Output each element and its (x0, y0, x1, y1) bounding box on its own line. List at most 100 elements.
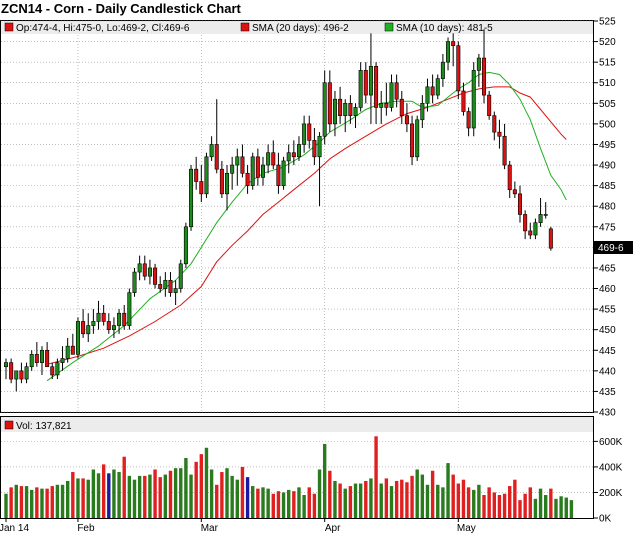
candle (81, 309, 86, 338)
volume-bar (487, 487, 491, 518)
candle-body (255, 156, 260, 178)
candle (9, 358, 14, 384)
price-tick-label: 485 (599, 181, 616, 192)
volume-bar (235, 479, 239, 518)
candle-body (132, 271, 137, 293)
candle (368, 33, 373, 124)
candle-body (492, 115, 497, 133)
price-tick-label: 510 (599, 78, 616, 89)
volume-bar (549, 488, 553, 518)
candle (374, 62, 379, 124)
volume-bar (71, 472, 75, 518)
candle-body (302, 123, 307, 145)
candle (255, 148, 260, 186)
candle (147, 259, 152, 285)
candle-body (245, 172, 250, 186)
candle-body (276, 164, 281, 186)
candle (379, 90, 384, 124)
volume-bar (45, 488, 49, 518)
candle-body (471, 70, 476, 129)
candle-body (9, 362, 14, 380)
volume-bar (55, 484, 60, 518)
candle-body (528, 230, 533, 236)
candle-body (343, 103, 348, 116)
x-tick-label: May (457, 523, 476, 534)
candle (296, 136, 301, 161)
volume-bar (240, 466, 245, 518)
price-tick-label: 430 (599, 408, 616, 419)
candle (245, 165, 250, 194)
volume-bar (466, 487, 471, 518)
candle (204, 152, 209, 198)
volume-bar (518, 500, 522, 518)
volume-bar (492, 492, 496, 518)
volume-bar (112, 469, 116, 518)
volume-bar (394, 480, 399, 518)
price-tick-label: 520 (599, 37, 616, 48)
candle (440, 53, 445, 87)
candle (322, 70, 327, 145)
volume-bar (245, 477, 250, 518)
candle (291, 140, 296, 166)
candle-body (266, 152, 271, 166)
candle (122, 304, 127, 330)
candle (507, 160, 512, 198)
candle-body (45, 349, 50, 368)
volume-bar (410, 475, 414, 518)
volume-bar (451, 474, 455, 518)
candle-body (19, 370, 24, 380)
legend-ohlc: Op:474-4, Hi:475-0, Lo:469-2, Cl:469-6 (16, 23, 190, 34)
candle (214, 99, 219, 174)
price-tick-label: 525 (599, 17, 616, 28)
volume-bar (302, 495, 306, 518)
volume-bar (307, 487, 311, 518)
candle-body (502, 135, 507, 166)
volume-bar (225, 468, 229, 518)
volume-bar (91, 469, 96, 518)
candle (178, 259, 183, 293)
price-tick-label: 475 (599, 222, 616, 233)
candle (415, 115, 420, 161)
candle-body (317, 135, 322, 158)
candle (225, 165, 230, 211)
candle (70, 333, 75, 355)
candle-body (322, 82, 327, 137)
candle (55, 358, 60, 380)
candle-body (117, 312, 122, 326)
volume-bar (328, 470, 332, 518)
candle (111, 317, 116, 338)
candle-body (111, 325, 116, 330)
volume-bar (384, 478, 389, 518)
volume-bar (374, 436, 378, 518)
legend-sma10-swatch (384, 22, 394, 32)
volume-tick-label: 600K (599, 437, 623, 448)
candle (50, 362, 55, 380)
volume-bar (420, 474, 425, 518)
volume-bar (461, 479, 466, 518)
candle (281, 156, 286, 190)
candle-body (312, 140, 317, 158)
candle-body (194, 168, 199, 182)
volume-bar (364, 480, 368, 518)
candle-body (461, 90, 466, 112)
candle (338, 86, 343, 124)
candle (461, 82, 466, 116)
volume-bar (148, 474, 152, 518)
volume-bar (50, 486, 54, 518)
candle (142, 255, 147, 281)
volume-bar (261, 487, 265, 518)
volume-bar (215, 484, 219, 518)
volume-bar (312, 493, 317, 518)
candle (60, 346, 65, 371)
volume-tick-label: 400K (599, 462, 623, 473)
volume-bar (369, 478, 373, 518)
candle-body (55, 362, 60, 376)
candle (163, 272, 168, 297)
candle (302, 115, 307, 153)
candle (183, 222, 188, 268)
candle (101, 304, 106, 326)
legend-volume-swatch (4, 420, 14, 430)
candle-body (358, 70, 363, 108)
price-tick-label: 500 (599, 119, 616, 130)
candle-body (96, 312, 101, 322)
